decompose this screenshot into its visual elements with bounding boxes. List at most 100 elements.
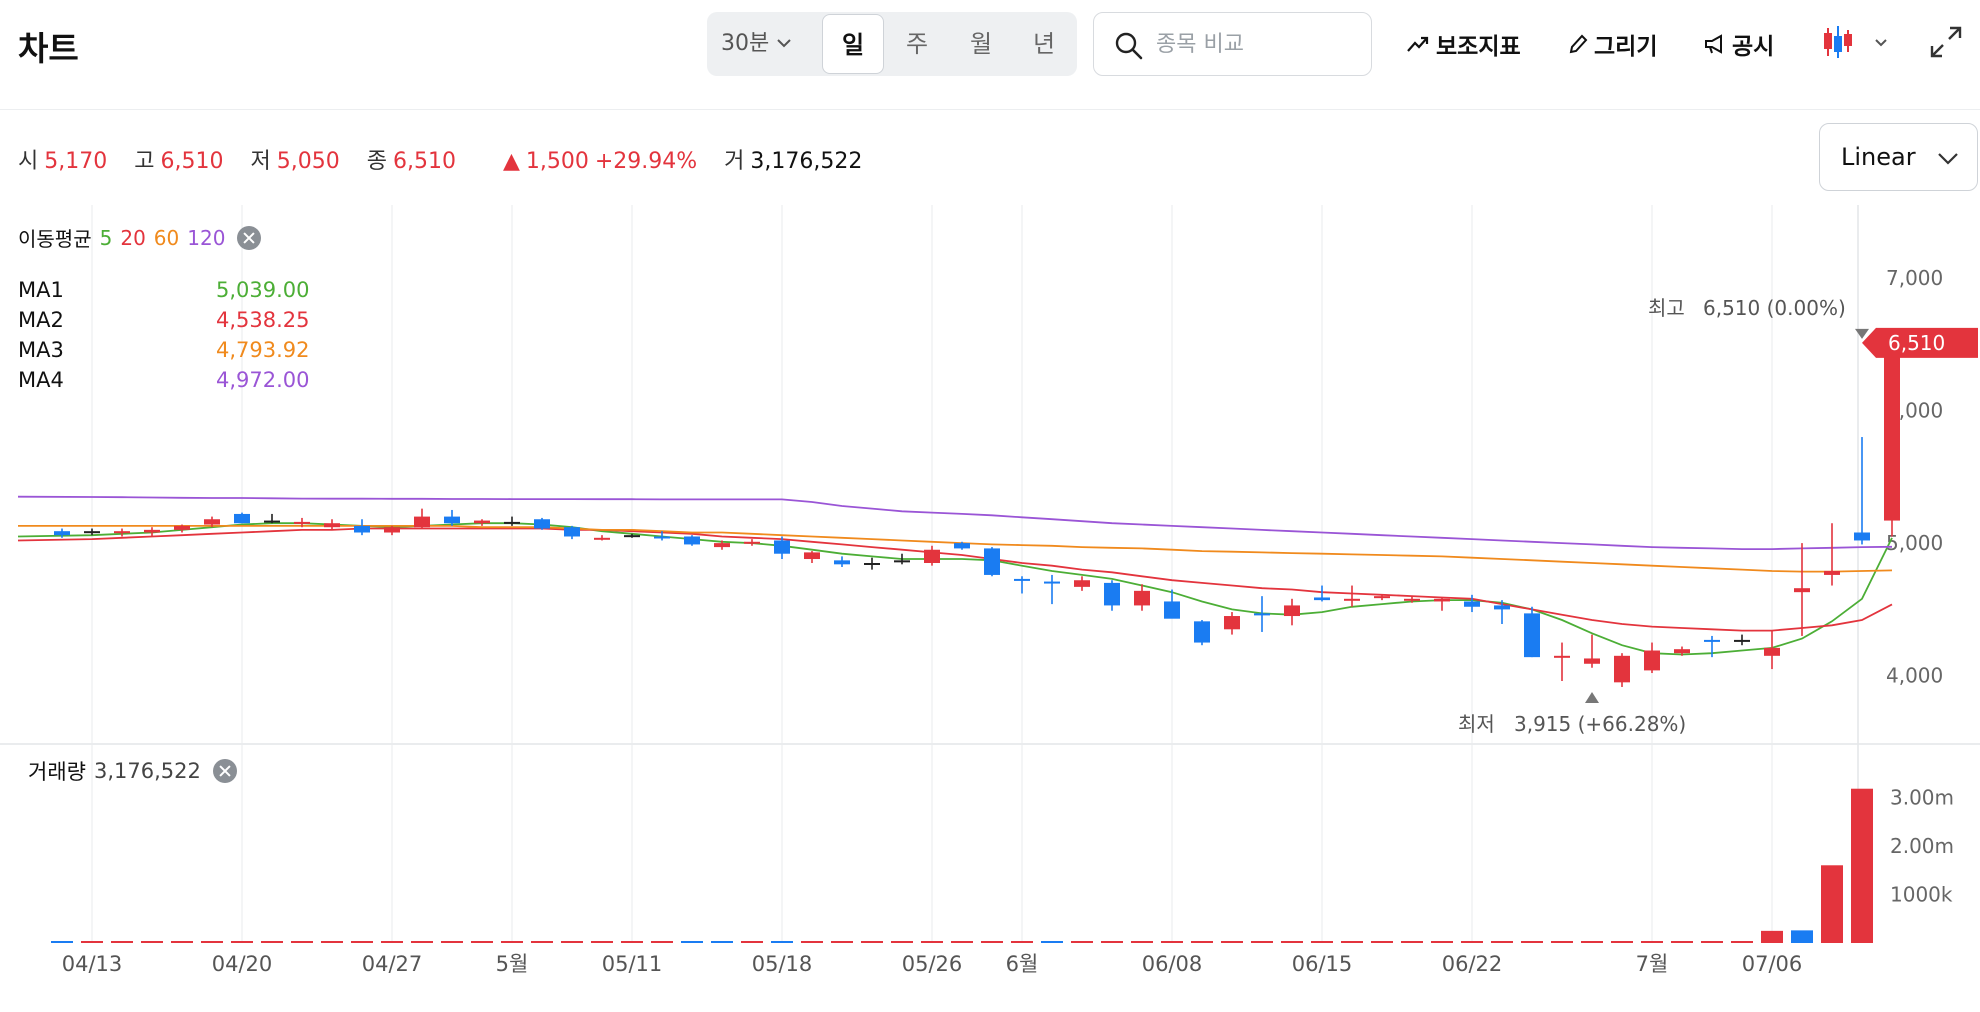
change-value: 1,500	[525, 149, 589, 174]
candle-body	[1794, 588, 1810, 593]
volume-bar	[771, 941, 793, 943]
megaphone-icon	[1705, 34, 1722, 54]
date-tick-label: 05/26	[902, 952, 963, 976]
indicators-label: 보조지표	[1436, 34, 1521, 60]
period-year-button[interactable]: 년	[1032, 30, 1056, 58]
volume-bar	[1041, 941, 1063, 943]
candle-body	[1464, 601, 1480, 607]
date-tick-label: 04/13	[62, 952, 123, 976]
volume-bar	[1161, 941, 1183, 943]
high-annotation-label: 최고	[1648, 296, 1685, 320]
volume-bar	[1371, 941, 1393, 943]
candle-body	[774, 540, 790, 554]
volume-bar	[1791, 930, 1813, 943]
compare-search[interactable]	[1093, 12, 1372, 76]
date-tick-label: 5월	[496, 952, 529, 976]
scale-dropdown-label: Linear	[1841, 143, 1916, 171]
candle-body	[444, 516, 460, 524]
compare-search-input[interactable]	[1156, 27, 1356, 61]
scale-dropdown[interactable]: Linear	[1819, 123, 1978, 191]
candle-body	[1644, 650, 1660, 671]
notice-button[interactable]: 공시	[1704, 24, 1774, 64]
volume-bar	[171, 941, 193, 943]
price-tick-label: 5,000	[1886, 531, 1943, 555]
date-tick-label: 06/15	[1292, 952, 1353, 976]
draw-button[interactable]: 그리기	[1568, 24, 1657, 64]
moving-average-legend: 이동평균 5 20 60 120	[18, 223, 262, 252]
volume-bar	[801, 941, 823, 943]
volume-bar	[1701, 941, 1723, 943]
volume-bar	[1731, 941, 1753, 943]
ma1-value: 5,039.00	[216, 278, 310, 302]
volume-bar	[201, 941, 223, 943]
volume-bar	[1551, 941, 1573, 943]
candle-body	[1344, 598, 1360, 601]
candle-body	[324, 523, 340, 528]
candle-body	[1704, 639, 1720, 642]
ma-period-120: 120	[187, 225, 226, 250]
volume-bar	[1581, 941, 1603, 943]
candle-body	[474, 520, 490, 524]
fullscreen-button[interactable]	[1928, 24, 1964, 60]
candle-body	[384, 527, 400, 533]
candle-body	[594, 537, 610, 540]
high-label: 고	[134, 149, 155, 174]
volume-bar	[1281, 941, 1303, 943]
period-day-button[interactable]: 일	[822, 14, 884, 74]
volume-label: 거	[724, 149, 745, 174]
search-icon	[1115, 32, 1143, 60]
date-tick-label: 06/22	[1442, 952, 1503, 976]
period-week-button[interactable]: 주	[905, 30, 929, 58]
candle-body	[804, 552, 820, 560]
ma4-label: MA4	[18, 368, 64, 392]
candle-body	[504, 521, 520, 524]
interval-dropdown[interactable]: 30분	[721, 12, 791, 76]
candle-body	[294, 521, 310, 524]
volume-bar	[1191, 941, 1213, 943]
low-annotation-value: 3,915 (+66.28%)	[1514, 712, 1686, 736]
candle-body	[1314, 597, 1330, 601]
volume-legend-title: 거래량	[28, 760, 86, 784]
ma3-label: MA3	[18, 338, 64, 362]
volume-bar	[81, 941, 103, 943]
chart-style-dropdown[interactable]	[1822, 22, 1892, 62]
volume-bar	[1131, 941, 1153, 943]
volume-legend: 거래량 3,176,522	[28, 756, 237, 786]
candle-body	[1824, 570, 1840, 575]
candle-body	[1044, 581, 1060, 584]
ma3-line	[18, 525, 1893, 573]
low-marker-icon	[1585, 691, 1599, 703]
candle-body	[1764, 647, 1780, 656]
candle-body	[654, 536, 670, 539]
volume-bar	[291, 941, 313, 943]
price-tick-label: 7,000	[1886, 266, 1943, 290]
candle-body	[1614, 655, 1630, 683]
volume-bar	[681, 941, 703, 943]
close-icon[interactable]	[212, 759, 237, 783]
volume-bar	[321, 941, 343, 943]
header: 차트 30분 일 주 월 년 보조지표 그리기	[0, 0, 1980, 110]
volume-bar	[471, 941, 493, 943]
ohlc-summary: 시 5,170 고 6,510 저 5,050 종 6,510 ▲ 1,500 +29.94…	[18, 143, 862, 175]
candle-body	[864, 563, 880, 565]
ma-period-5: 5	[99, 225, 113, 250]
candle-body	[144, 529, 160, 533]
volume-bar	[351, 941, 373, 943]
volume-bar	[51, 941, 73, 943]
period-month-button[interactable]: 월	[969, 30, 993, 58]
candle-body	[1884, 342, 1900, 521]
volume-bar	[1341, 941, 1363, 943]
indicators-button[interactable]: 보조지표	[1406, 24, 1521, 64]
ma1-label: MA1	[18, 278, 64, 302]
page-title: 차트	[18, 29, 79, 68]
period-selector: 30분 일 주 월 년	[707, 12, 1077, 76]
volume-bar	[1641, 941, 1663, 943]
close-icon[interactable]	[237, 225, 262, 250]
low-label: 저	[250, 149, 271, 174]
candle-body	[1674, 649, 1690, 654]
last-price-tag-label: 6,510	[1888, 331, 1945, 355]
candle-body	[564, 527, 580, 537]
ma4-value: 4,972.00	[216, 368, 310, 392]
ma4-line	[17, 495, 1893, 550]
